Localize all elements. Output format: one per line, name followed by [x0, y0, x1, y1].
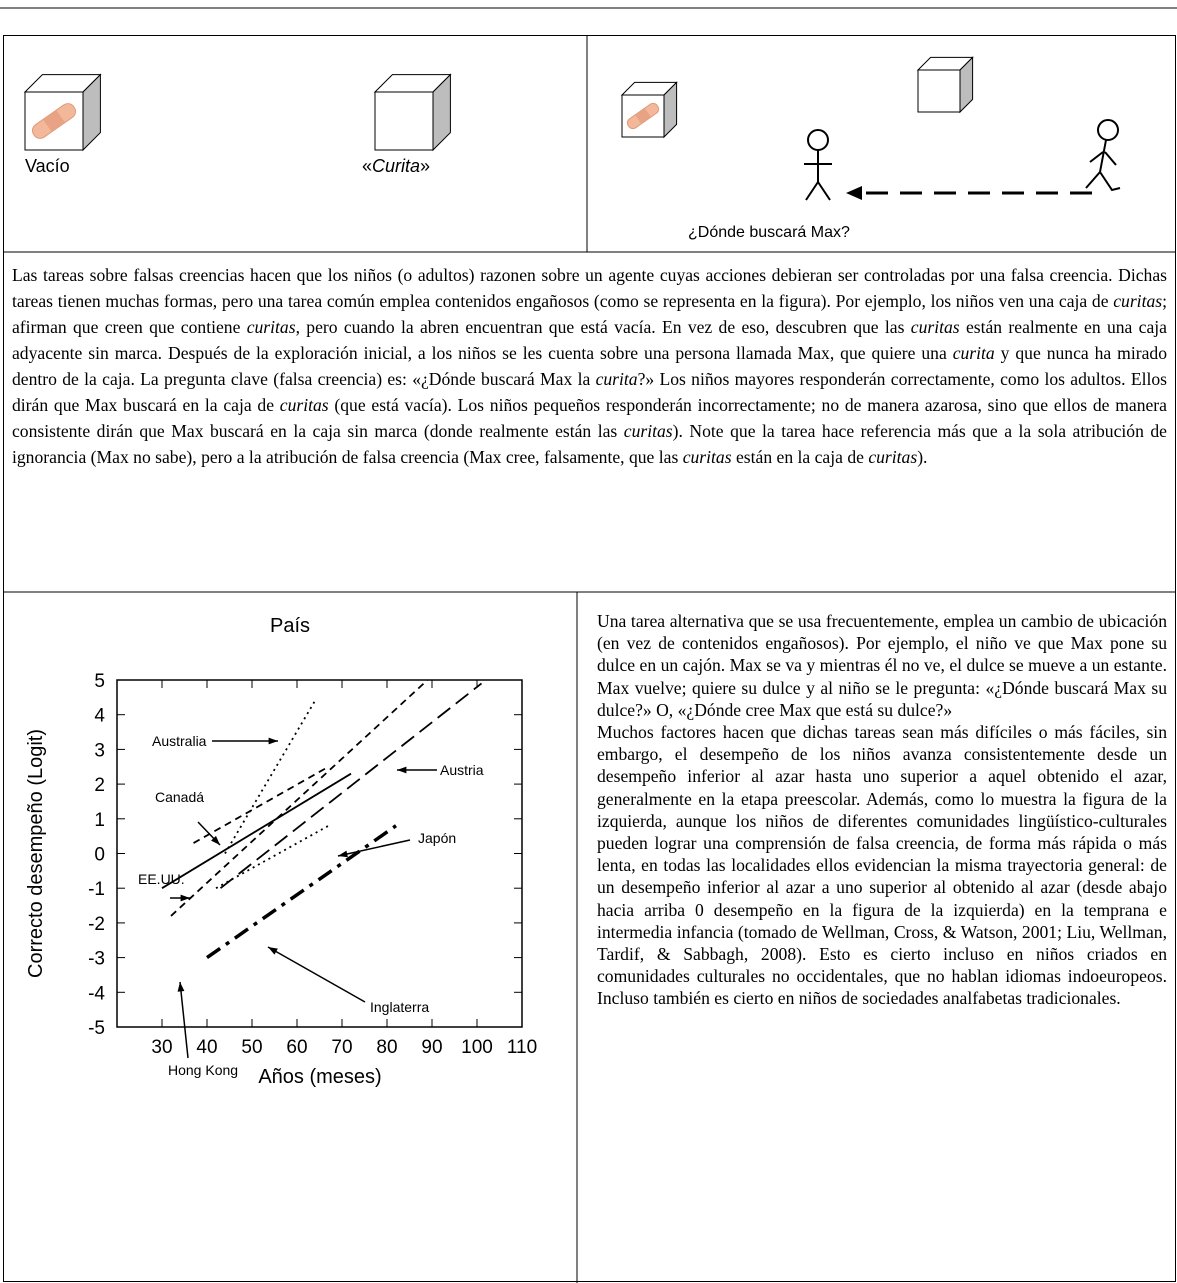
text-run: curita — [596, 369, 638, 389]
text-run: curitas — [1113, 291, 1162, 311]
x-tick-label: 70 — [331, 1037, 352, 1058]
text-run: ). — [917, 447, 927, 467]
series-label: EE.UU. — [138, 871, 185, 887]
y-axis-label: Correcto desempeño (Logit) — [25, 729, 47, 978]
cube-front — [918, 70, 960, 112]
series-label: Hong Kong — [168, 1062, 238, 1078]
series-line — [171, 680, 428, 916]
y-tick-label: -2 — [88, 914, 105, 935]
text-run: curitas — [624, 421, 673, 441]
label-run: » — [420, 156, 430, 176]
x-tick-label: 60 — [286, 1037, 307, 1058]
series-line — [225, 701, 315, 854]
label: «Curita» — [362, 156, 430, 176]
y-tick-label: -5 — [88, 1018, 105, 1039]
x-axis-label: Años (meses) — [258, 1066, 381, 1088]
x-tick-label: 110 — [507, 1037, 537, 1058]
series-label: Austria — [440, 762, 484, 778]
x-tick-label: 90 — [421, 1037, 442, 1058]
question: ¿Dónde buscará Max? — [688, 224, 850, 241]
paragraph-text: Muchos factores hacen que dichas tareas … — [597, 721, 1167, 1010]
paragraph: Una tarea alternativa que se usa frecuen… — [597, 610, 1167, 1010]
text-run: están en la caja de — [732, 447, 869, 467]
label: Vacío — [25, 156, 70, 176]
annotation-arrowhead — [181, 895, 190, 902]
series-label: Australia — [152, 733, 207, 749]
x-tick-label: 50 — [241, 1037, 262, 1058]
series-label: Inglaterra — [370, 999, 429, 1015]
annotation-arrow — [268, 947, 365, 1002]
series-line — [216, 826, 329, 888]
annotation-arrowhead — [178, 982, 185, 992]
chart-title: País — [270, 615, 310, 637]
y-tick-label: 4 — [94, 706, 105, 727]
text-run: curita — [953, 343, 995, 363]
x-tick-label: 80 — [376, 1037, 397, 1058]
paragraph-text: Una tarea alternativa que se usa frecuen… — [597, 610, 1167, 721]
head — [1098, 120, 1118, 140]
text-run: curitas — [280, 395, 329, 415]
body — [1086, 140, 1120, 190]
annotation-arrowhead — [397, 767, 406, 774]
y-tick-label: 1 — [94, 810, 105, 831]
page: Vacío «Curita» ¿Dónde buscará Max? País Años… — [0, 0, 1177, 1283]
x-tick-label: 100 — [461, 1037, 493, 1058]
series-label: Canadá — [155, 789, 204, 805]
cube-front — [375, 92, 433, 150]
label-run: « — [362, 156, 372, 176]
annotation-arrow — [180, 982, 188, 1058]
annotation-arrowhead — [269, 738, 278, 745]
y-tick-label: 5 — [94, 671, 105, 692]
x-tick-label: 30 — [151, 1037, 172, 1058]
y-tick-label: 0 — [94, 845, 105, 866]
annotation-arrowhead — [268, 947, 278, 955]
body — [804, 150, 832, 200]
arrow-head — [846, 186, 862, 200]
text-run: curitas — [247, 317, 296, 337]
y-tick-label: 3 — [94, 740, 105, 761]
series-line — [207, 826, 396, 958]
paragraph: Las tareas sobre falsas creencias hacen … — [12, 262, 1167, 470]
series-line — [194, 767, 329, 843]
label-run: Curita — [372, 156, 420, 176]
x-tick-label: 40 — [196, 1037, 217, 1058]
text-run: Las tareas sobre falsas creencias hacen … — [12, 265, 1167, 311]
y-tick-label: -4 — [88, 983, 105, 1004]
text-run: , pero cuando la abren encuentran que es… — [296, 317, 911, 337]
text-run: curitas — [683, 447, 732, 467]
text-run: curitas — [911, 317, 960, 337]
y-tick-label: -3 — [88, 949, 105, 970]
annotation-arrow — [338, 840, 410, 856]
series-label: Japón — [418, 830, 456, 846]
head — [808, 130, 828, 150]
y-tick-label: 2 — [94, 775, 105, 796]
y-tick-label: -1 — [88, 879, 105, 900]
text-run: curitas — [868, 447, 917, 467]
